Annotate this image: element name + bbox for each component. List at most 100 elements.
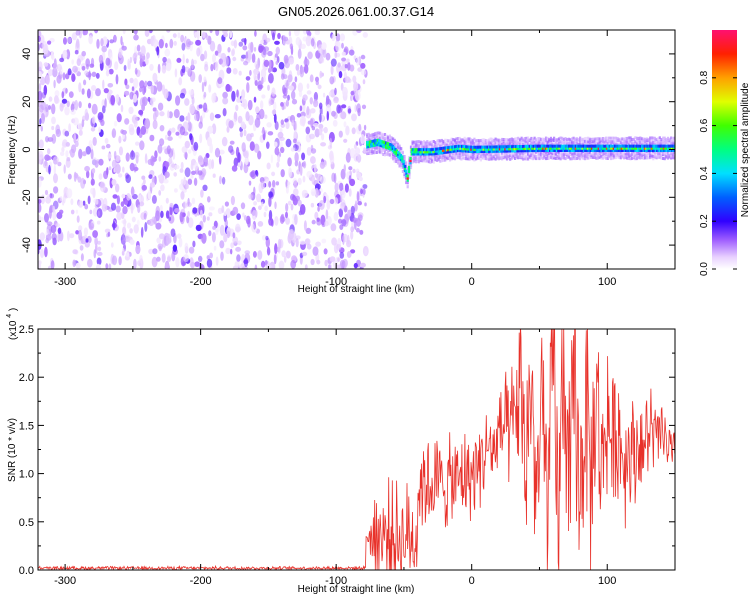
spectrogram-noise-cell [75,30,81,36]
spectrogram-noise-cell [323,195,327,204]
spectrogram-signal-cell [618,144,621,148]
spectrogram-noise-cell [209,112,215,121]
spectrogram-halo-cell [413,159,416,163]
spectrogram-signal-cell [615,146,618,150]
spectrogram-halo-cell [561,152,564,156]
spectrogram-halo-cell [380,136,383,140]
spectrogram-noise-cell [310,108,316,114]
spectrogram-noise-cell [284,118,289,123]
spectrogram-noise-cell [321,238,327,244]
spectrogram-halo-cell [383,151,387,155]
spectrogram-signal-cell [618,146,621,150]
spectrogram-halo-cell [655,151,658,155]
spectrogram-noise-cell [350,205,355,215]
spectrogram-halo-cell [426,159,429,163]
spectrogram-signal-cell [620,146,623,150]
spectrogram-noise-cell [51,133,57,144]
spectrogram-signal-cell [576,149,579,152]
spectrogram-noise-cell [125,152,130,162]
spectrogram-noise-cell [86,170,90,179]
spectrogram-noise-cell [329,137,333,148]
spectrogram-signal-cell [418,148,421,152]
spectrogram-halo-cell [621,154,624,158]
spectrogram-signal-cell [572,144,575,148]
spectrogram-signal-cell [501,147,504,151]
spectrogram-noise-cell [261,76,264,85]
spectrogram-noise-cell [290,203,294,211]
spectrogram-noise-cell [161,65,167,74]
spectrogram-noise-cell [95,72,100,79]
spectrogram-noise-cell [261,94,266,99]
spectrogram-halo-cell [613,141,616,145]
spectrogram-noise-cell [352,168,356,174]
spectrogram-noise-cell [38,150,44,160]
spectrogram-noise-cell [153,112,157,122]
spectrogram-halo-cell [370,151,374,155]
spectrogram-halo-cell [632,142,635,146]
spectrogram-signal-cell [433,147,436,151]
spectrogram-signal-cell [635,149,638,152]
spectrogram-halo-cell [662,139,665,143]
spectrogram-halo-cell [366,135,369,139]
spectrogram-halo-cell [497,143,500,147]
spectrogram-signal-cell [573,149,576,152]
spectrogram-halo-cell [601,151,604,155]
spectrogram-halo-cell [470,138,473,142]
spectrogram-halo-cell [392,155,395,159]
spectrogram-noise-cell [61,98,68,104]
spectrogram-noise-cell [71,59,75,65]
spectrogram-halo-cell [444,155,447,159]
spectrogram-halo-cell [434,145,437,148]
spectrogram-halo-cell [473,137,476,141]
spectrogram-halo-cell [619,150,622,154]
spectrogram-noise-cell [81,65,86,71]
spectrogram-halo-cell [484,141,487,145]
spectrogram-halo-cell [395,157,398,161]
spectrogram-halo-cell [393,156,396,160]
spectrogram-noise-cell [84,204,89,210]
spectrogram-noise-cell [267,84,270,91]
spectrogram-signal-cell [591,144,594,148]
spectrogram-noise-cell [101,145,106,150]
spectrogram-noise-cell [111,179,117,186]
spectrogram-signal-cell [580,146,583,150]
spectrogram-halo-cell [520,151,523,155]
spectrogram-halo-cell [486,152,489,156]
spectrogram-noise-cell [118,47,123,59]
spectrogram-noise-cell [72,249,78,255]
spectrogram-halo-cell [618,142,621,146]
spectrogram-halo-cell [670,152,673,156]
spectrogram-halo-cell [605,141,608,145]
spectrogram-halo-cell [395,160,398,163]
spectrogram-noise-cell [83,30,88,36]
spectrogram-halo-cell [546,154,549,158]
spectrogram-halo-cell [557,139,561,143]
spectrogram-halo-cell [388,148,391,152]
spectrogram-signal-cell [664,149,667,152]
spectrogram-halo-cell [434,155,437,159]
spectrogram-halo-cell [405,178,408,181]
spectrogram-halo-cell [650,156,653,160]
spectrogram-signal-cell [549,144,552,148]
spectrogram-noise-cell [51,125,55,131]
spectrogram-halo-cell [572,140,575,144]
spectrogram-signal-cell [543,149,546,152]
spectrogram-signal-cell [493,145,496,149]
spectrogram-noise-cell [62,49,68,60]
spectrogram-halo-cell [413,140,416,144]
spectrogram-halo-cell [671,140,674,144]
spectrogram-signal-cell [410,150,413,154]
spectrogram-halo-cell [582,142,585,146]
spectrogram-noise-cell [143,178,146,185]
spectrogram-halo-cell [414,143,417,147]
spectrogram-halo-cell [403,155,406,158]
spectrogram-halo-cell [662,136,665,140]
spectrogram-halo-cell [540,153,543,157]
spectrogram-signal-cell [582,149,585,152]
spectrogram-signal-cell [662,146,665,150]
spectrogram-halo-cell [390,149,393,153]
spectrogram-signal-cell [403,169,407,173]
spectrogram-noise-cell [263,76,266,83]
spectrogram-signal-cell [608,144,611,148]
spectrogram-noise-cell [191,96,195,105]
